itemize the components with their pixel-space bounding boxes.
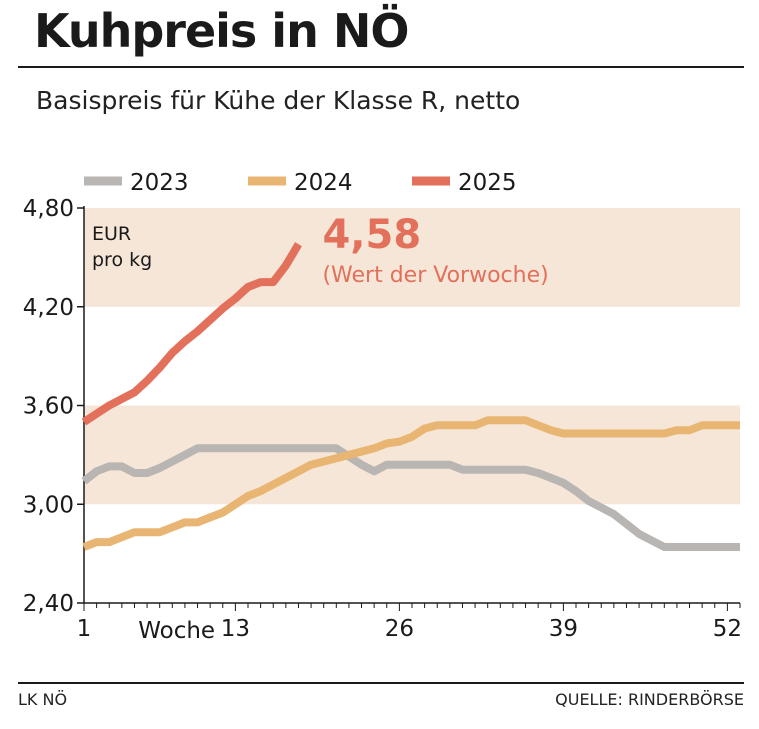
x-tick-label: 26 [385,616,414,642]
unit-label-line1: EUR [92,223,131,245]
series-lines [81,242,740,551]
band-1 [84,208,740,307]
series-line-2024 [82,416,740,551]
highlight-value: 4,58 [322,212,421,258]
legend-label-2025: 2025 [458,170,517,196]
title-divider [18,66,744,68]
x-tick-label: 39 [549,616,578,642]
x-axis-label: Woche [138,618,215,644]
page-title: Kuhpreis in NÖ [34,4,409,58]
series-line-2025 [81,242,302,426]
highlight-note: (Wert der Vorwoche) [322,263,548,288]
series-line-2023 [81,444,740,551]
x-tick-label: 13 [221,616,250,642]
footer-divider [18,682,744,684]
chart-legend: 2023 2024 2025 [84,170,517,196]
highlight-bands [84,208,740,505]
source-credit: QUELLE: RINDERBÖRSE [555,690,744,709]
legend-label-2024: 2024 [294,170,353,196]
legend-label-2023: 2023 [130,170,189,196]
y-tick-label: 3,60 [23,394,74,420]
y-tick-label: 4,80 [23,196,74,222]
x-tick-label: 52 [713,616,742,642]
publisher-credit: LK NÖ [18,690,68,709]
y-tick-label: 2,40 [23,591,74,617]
chart-axes: 2,40 3,00 3,60 4,20 4,80 1 13 26 39 52 [23,196,742,642]
y-tick-label: 4,20 [23,295,74,321]
unit-label-line2: pro kg [92,249,152,271]
chart-subtitle: Basispreis für Kühe der Klasse R, netto [36,86,521,115]
x-tick-label: 1 [77,616,92,642]
y-tick-label: 3,00 [23,492,74,518]
price-line-chart: 2,403,003,604,204,801 13 26 39 52 2023 2024 20… [23,170,742,644]
